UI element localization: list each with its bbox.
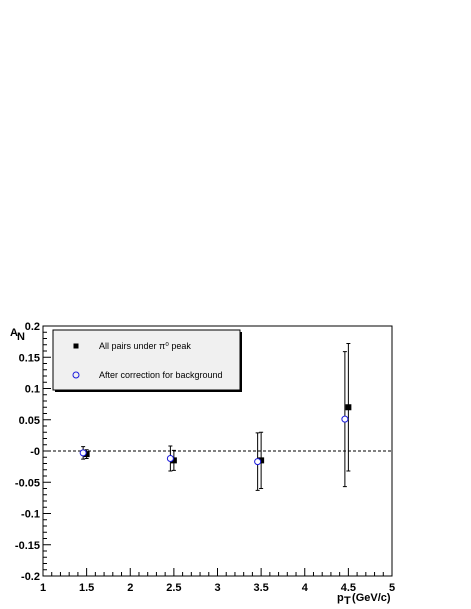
legend-box-shadow-right: [240, 332, 242, 392]
y-tick-label: -0.05: [15, 477, 40, 489]
y-tick-label: 0.15: [19, 352, 40, 364]
x-tick-label: 5: [389, 582, 395, 594]
x-axis-ticks: 1 1.5 2 2.5 3 3.5 4 4.5 5: [40, 568, 395, 594]
data-point-square: [83, 451, 90, 458]
data-point-circle: [254, 458, 262, 466]
y-tick-label: -0.2: [21, 571, 40, 583]
x-tick-label: 4.5: [341, 582, 356, 594]
x-tick-label: 2.5: [166, 582, 181, 594]
y-tick-label: 0.1: [25, 384, 40, 396]
y-tick-label: -0.1: [21, 509, 40, 521]
y-tick-label: -0: [30, 446, 40, 458]
y-axis-label-main: A: [10, 327, 18, 339]
y-tick-label: 0.2: [25, 321, 40, 333]
legend-label-after-correction: After correction for background: [99, 370, 223, 380]
y-tick-label: -0.15: [15, 540, 40, 552]
legend-marker-open-circle: [72, 371, 80, 379]
legend-box-shadow-bottom: [55, 390, 242, 392]
y-axis-ticks: -0.2 -0.15 -0.1 -0.05 -0 0.05 0.1 0.15 0.2: [15, 321, 51, 583]
y-tick-label: 0.05: [19, 415, 40, 427]
x-axis-label-main: p: [337, 592, 344, 604]
legend: All pairs under π⁰ peak After correction…: [52, 329, 242, 392]
data-series: [79, 343, 352, 491]
x-axis-title: p T (GeV/c): [337, 592, 391, 607]
data-point-circle: [341, 415, 349, 423]
data-point-square: [258, 457, 265, 464]
x-tick-label: 1.5: [79, 582, 94, 594]
data-point-circle: [79, 449, 87, 457]
data-point-square: [345, 404, 352, 411]
y-axis-label-sub: N: [17, 331, 25, 343]
data-point-square: [170, 457, 177, 464]
x-tick-label: 4: [302, 582, 309, 594]
legend-label-all-pairs: All pairs under π⁰ peak: [99, 341, 191, 351]
x-tick-label: 2: [127, 582, 133, 594]
x-axis-label-unit: (GeV/c): [349, 592, 391, 604]
x-tick-label: 3: [214, 582, 220, 594]
y-axis-title: A N: [10, 327, 25, 343]
x-tick-label: 1: [40, 582, 46, 594]
data-point-circle: [166, 455, 174, 462]
legend-marker-filled-square: [73, 343, 79, 349]
x-axis-label-sub: T: [344, 595, 351, 607]
x-tick-label: 3.5: [253, 582, 268, 594]
legend-box: [52, 329, 241, 391]
